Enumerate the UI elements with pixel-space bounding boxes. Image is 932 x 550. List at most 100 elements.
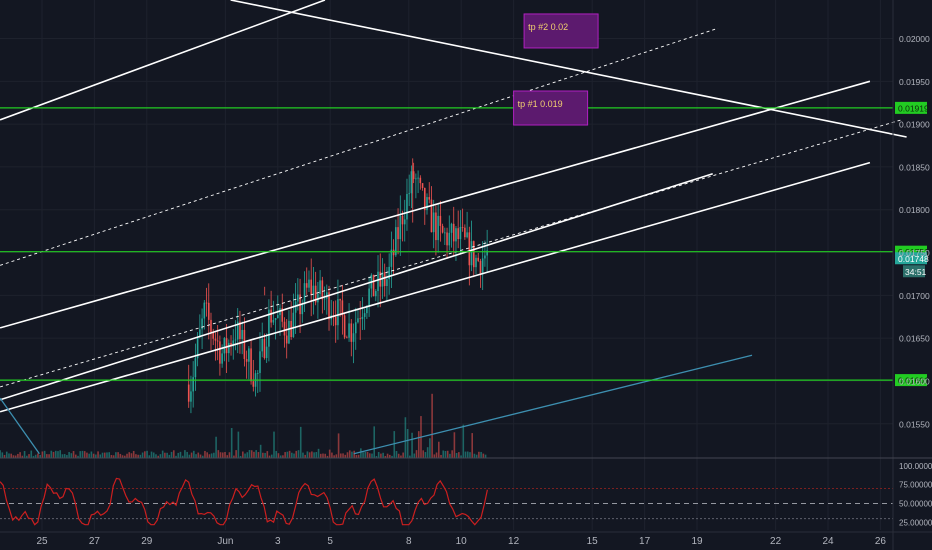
volume-bar xyxy=(17,453,19,458)
candle-body xyxy=(203,302,206,319)
volume-bar xyxy=(190,452,193,458)
level-price-tag xyxy=(895,101,927,114)
volume-bar xyxy=(453,432,456,458)
volume-bar xyxy=(415,450,418,458)
volume-bar xyxy=(195,454,197,458)
volume-bar xyxy=(451,450,453,458)
volume-bar xyxy=(473,453,476,458)
volume-bar xyxy=(362,452,364,458)
candle-body xyxy=(366,306,368,314)
candlestick-series xyxy=(187,158,488,414)
candle-body xyxy=(479,260,482,275)
volume-bar xyxy=(431,393,433,458)
candle-body xyxy=(272,319,275,323)
candle-body xyxy=(444,232,446,234)
candle-body xyxy=(192,377,194,392)
candle-body xyxy=(225,338,228,354)
volume-bar xyxy=(435,452,438,458)
volume-bar xyxy=(384,455,387,458)
time-tick-label: 3 xyxy=(275,536,281,547)
candle-body xyxy=(292,312,295,338)
volume-bar xyxy=(181,455,184,458)
candle-body xyxy=(361,316,364,320)
volume-bar xyxy=(170,451,173,458)
trend-drawings[interactable] xyxy=(0,0,907,455)
candle-body xyxy=(248,348,250,362)
volume-bar xyxy=(237,431,240,458)
candle-body xyxy=(468,232,471,266)
volume-bar xyxy=(460,455,462,458)
volume-bar xyxy=(366,451,369,458)
volume-bar xyxy=(175,455,177,458)
volume-bar xyxy=(66,455,68,458)
time-tick-label: 15 xyxy=(587,536,599,547)
level-price-tag xyxy=(895,374,927,387)
volume-bar xyxy=(193,450,195,458)
candle-body xyxy=(426,197,428,211)
volume-bar xyxy=(146,450,148,458)
rising-support-line xyxy=(353,354,753,455)
volume-bar xyxy=(168,454,171,458)
candle-body xyxy=(423,187,426,211)
candle-body xyxy=(348,323,350,338)
candle-body xyxy=(210,319,212,333)
volume-bar xyxy=(291,452,293,458)
volume-bar xyxy=(484,454,487,458)
candle-body xyxy=(484,255,486,259)
tp-annotations[interactable]: tp #2 0.02 tp #1 0.019 xyxy=(513,13,599,126)
volume-bar xyxy=(63,454,66,458)
candle-body xyxy=(205,302,208,304)
volume-bar xyxy=(39,454,41,458)
volume-bar xyxy=(41,451,44,458)
volume-bar xyxy=(23,450,26,458)
volume-bar xyxy=(166,452,168,458)
candle-body xyxy=(277,315,279,319)
tp-label-text: tp #2 0.02 xyxy=(528,22,568,32)
volume-bar xyxy=(157,455,159,458)
volume-bar xyxy=(50,450,53,458)
candle-body xyxy=(386,279,388,286)
horizontal-levels[interactable]: 0.01919 0.01751 0.01601 0.01748 34:51 xyxy=(0,101,929,387)
candle-body xyxy=(372,274,375,297)
volume-bar xyxy=(360,448,362,458)
candle-body xyxy=(472,241,475,268)
volume-bar xyxy=(26,455,28,458)
volume-bar xyxy=(177,452,180,458)
dashed-median-line xyxy=(0,119,902,388)
volume-bar xyxy=(455,452,458,458)
candle-body xyxy=(381,272,384,287)
volume-bar xyxy=(72,451,75,458)
candle-body xyxy=(239,321,241,339)
candle-body xyxy=(359,318,361,320)
volume-bar xyxy=(30,450,33,458)
volume-bar xyxy=(132,450,135,458)
volume-bar xyxy=(331,452,333,458)
candle-body xyxy=(450,223,453,233)
candle-body xyxy=(228,342,230,354)
candle-body xyxy=(403,219,406,225)
candle-body xyxy=(301,304,304,315)
rsi-tick-label: 100.00000 xyxy=(899,462,932,471)
candle-body xyxy=(337,299,339,326)
volume-bar xyxy=(315,451,318,458)
volume-bar xyxy=(346,452,349,458)
volume-bar xyxy=(311,451,313,458)
volume-bar xyxy=(135,454,137,458)
candle-body xyxy=(214,338,217,341)
time-tick-label: 22 xyxy=(770,536,782,547)
volume-bar xyxy=(224,452,226,458)
volume-bar xyxy=(79,451,82,458)
candle-body xyxy=(421,183,424,188)
volume-bar xyxy=(444,450,447,458)
volume-bar xyxy=(10,453,13,458)
candle-body xyxy=(392,249,395,256)
volume-bar xyxy=(475,454,478,458)
volume-bar xyxy=(121,455,124,458)
volume-bar xyxy=(326,455,329,458)
time-tick-label: 12 xyxy=(508,536,520,547)
channel-upper-line xyxy=(0,80,871,329)
volume-bar xyxy=(52,451,55,458)
candle-body xyxy=(283,321,286,336)
volume-bar xyxy=(424,452,427,458)
